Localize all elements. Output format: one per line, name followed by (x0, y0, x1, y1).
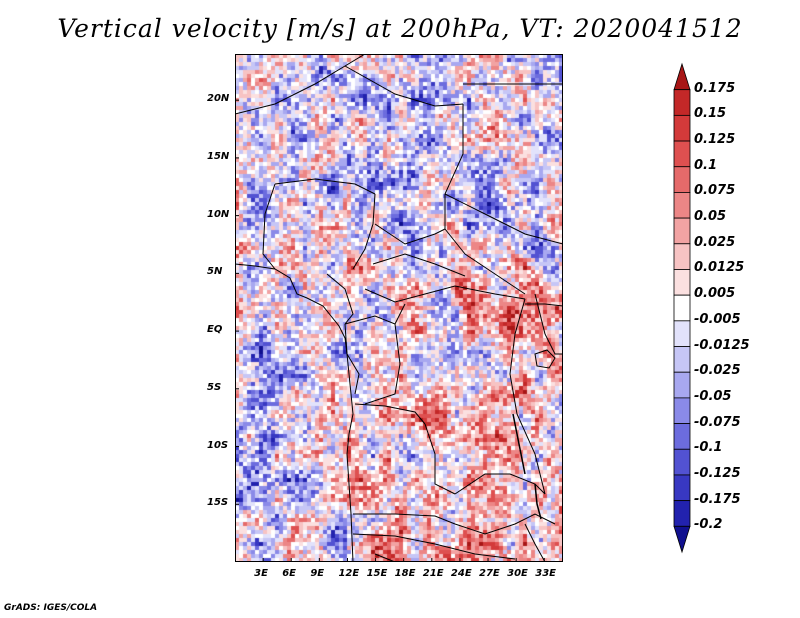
chart-title: Vertical velocity [m/s] at 200hPa, VT: 2… (57, 14, 743, 43)
colorbar-label: -0.075 (694, 414, 741, 430)
x-tick-label: 3E (254, 568, 268, 579)
colorbar-label: -0.0125 (694, 337, 750, 353)
colorbar (673, 62, 691, 554)
y-tick-label: 15S (207, 497, 229, 509)
border-congo-2 (344, 323, 360, 395)
x-tick-label: 21E (422, 568, 444, 579)
colorbar-label: -0.2 (694, 517, 723, 533)
colorbar-label: 0.1 (694, 157, 718, 173)
colorbar-swatch (673, 243, 691, 270)
border-east-1 (534, 293, 563, 355)
y-tick-label: 15N (207, 150, 230, 162)
border-car-south (364, 285, 526, 303)
vertical-velocity-field (235, 54, 563, 562)
colorbar-label: 0.005 (694, 286, 736, 302)
lake-malawi (534, 483, 542, 520)
colorbar-swatch (673, 62, 691, 91)
x-tick-label: 18E (394, 568, 416, 579)
map-overlay (235, 54, 563, 562)
border-east-2 (525, 303, 563, 307)
colorbar-swatch (673, 397, 691, 424)
border-congo-1 (344, 303, 406, 325)
x-tick-label: 12E (338, 568, 360, 579)
colorbar-label: -0.05 (694, 388, 732, 404)
colorbar-swatch (673, 89, 691, 116)
colorbar-swatch (673, 140, 691, 168)
border-southern (352, 533, 516, 560)
colorbar-label: 0.15 (694, 106, 727, 122)
colorbar-swatch (673, 474, 691, 502)
x-tick-label: 9E (310, 568, 325, 579)
border-drc-east (509, 298, 546, 495)
y-tick-label: 10S (207, 439, 229, 451)
x-tick-label: 30E (507, 568, 528, 579)
colorbar-swatch (673, 423, 691, 450)
border-drc-west (364, 323, 401, 405)
y-ticks (235, 99, 239, 505)
border-angola-s (353, 513, 456, 525)
colorbar-label: -0.1 (694, 440, 723, 456)
colorbar-label: -0.005 (694, 311, 741, 327)
border-north-1 (235, 54, 366, 115)
x-tick-label: 27E (479, 568, 500, 579)
y-tick-label: 20N (207, 93, 230, 105)
border-chad-south (374, 223, 446, 245)
colorbar-swatch (673, 166, 691, 193)
border-far-south (374, 553, 396, 562)
colorbar-label: 0.05 (694, 209, 727, 225)
border-angola-n (354, 403, 426, 425)
border-sudan-1 (444, 228, 526, 295)
x-tick-label: 15E (366, 568, 388, 579)
colorbar-swatch (673, 346, 691, 373)
country-borders (235, 54, 563, 562)
border-car-north (372, 253, 466, 277)
x-tick-label: 6E (282, 568, 297, 579)
border-far-east (524, 523, 546, 562)
border-nigeria (262, 183, 276, 270)
border-chad-west (352, 193, 376, 270)
colorbar-label: 0.175 (694, 80, 736, 96)
border-north-5 (274, 178, 376, 195)
colorbar-swatch (673, 217, 691, 245)
colorbar-swatch (673, 371, 691, 399)
colorbar-label: -0.125 (694, 465, 741, 481)
border-cameroon (326, 273, 354, 325)
coastline (235, 263, 354, 562)
y-tick-label: 5N (207, 266, 223, 278)
border-angola-e (424, 423, 456, 495)
colorbar-swatch (673, 192, 691, 219)
x-tick-label: 24E (450, 568, 472, 579)
colorbar-swatch (673, 269, 691, 296)
border-zambia (454, 473, 546, 495)
grads-footer: GrADS: IGES/COLA (4, 603, 98, 613)
colorbar-swatch (673, 114, 691, 142)
colorbar-label: 0.0125 (694, 260, 745, 276)
y-tick-label: EQ (207, 324, 223, 336)
colorbar-swatch (673, 320, 691, 347)
colorbar-swatch (673, 525, 691, 554)
border-zambia-s (454, 513, 556, 535)
colorbar-label: -0.025 (694, 363, 741, 379)
map-frame (235, 54, 563, 562)
lake-victoria (534, 349, 556, 369)
colorbar-label: 0.075 (694, 183, 736, 199)
colorbar-swatch (673, 294, 691, 322)
border-north-3 (444, 104, 464, 229)
y-tick-label: 10N (207, 208, 230, 220)
border-north-2 (344, 65, 464, 107)
colorbar-swatch (673, 500, 691, 527)
colorbar-swatch (673, 448, 691, 476)
colorbar-label: 0.025 (694, 234, 736, 250)
lake-tanganyika (512, 413, 526, 475)
map-plot-area (235, 54, 563, 562)
y-tick-label: 5S (207, 381, 222, 393)
colorbar-label: -0.175 (694, 491, 741, 507)
colorbar-label: 0.125 (694, 132, 736, 148)
x-ticks (262, 558, 545, 562)
border-sudan-2 (444, 193, 563, 245)
x-tick-label: 33E (535, 568, 556, 579)
